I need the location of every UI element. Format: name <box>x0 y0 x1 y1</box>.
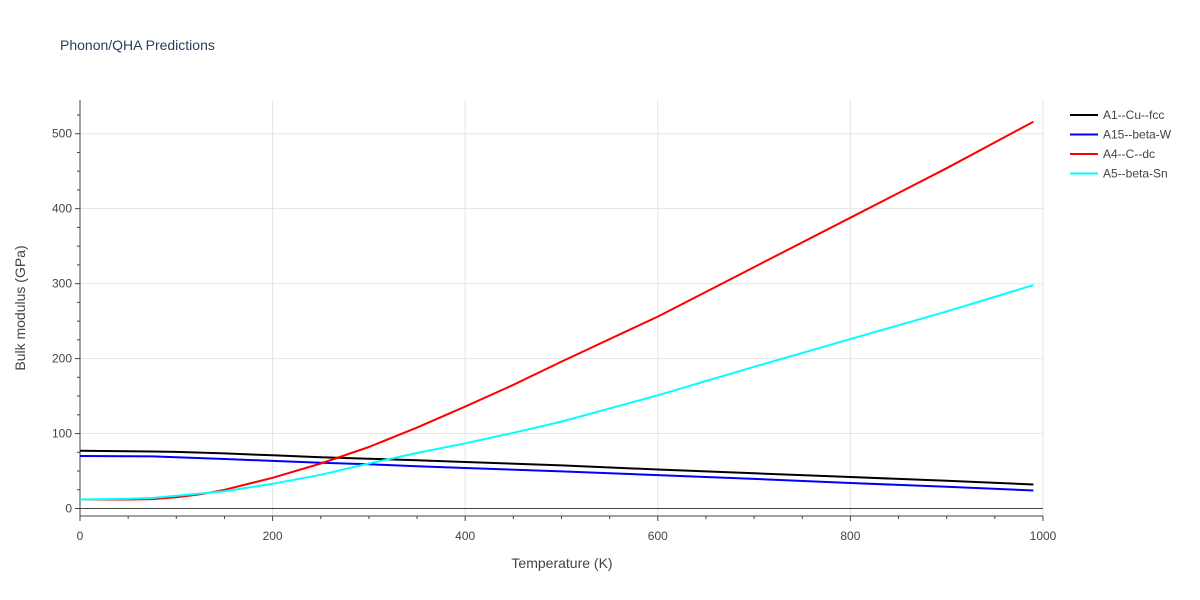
series-layer <box>79 120 1034 501</box>
y-tick-label: 500 <box>52 127 72 141</box>
y-tick-label: 0 <box>65 502 72 516</box>
y-tick-label: 200 <box>52 352 72 366</box>
x-axis-title: Temperature (K) <box>511 555 612 571</box>
legend-label: A5--beta-Sn <box>1103 167 1168 181</box>
legend-label: A15--beta-W <box>1103 128 1172 142</box>
legend[interactable]: A1--Cu--fcc A15--beta-W A4--C--dc A5--beta-… <box>1070 108 1172 181</box>
series-line-3 <box>79 284 1034 501</box>
chart-title: Phonon/QHA Predictions <box>60 37 215 53</box>
legend-item[interactable]: A5--beta-Sn <box>1070 167 1168 181</box>
y-tick-label: 100 <box>52 427 72 441</box>
legend-item[interactable]: A4--C--dc <box>1070 147 1155 161</box>
series-line-0 <box>79 449 1034 486</box>
legend-item[interactable]: A1--Cu--fcc <box>1070 108 1164 122</box>
x-tick-label: 0 <box>77 529 84 543</box>
legend-item[interactable]: A15--beta-W <box>1070 128 1172 142</box>
gridlines <box>80 100 1044 516</box>
y-axis-title: Bulk modulus (GPa) <box>12 245 28 370</box>
x-tick-label: 800 <box>840 529 860 543</box>
legend-label: A1--Cu--fcc <box>1103 108 1164 122</box>
x-tick-label: 1000 <box>1030 529 1057 543</box>
x-tick-label: 200 <box>263 529 283 543</box>
y-tick-label: 300 <box>52 277 72 291</box>
legend-label: A4--C--dc <box>1103 147 1155 161</box>
series-line-2 <box>80 120 1034 501</box>
series-line-1 <box>79 455 1034 492</box>
y-tick-label: 400 <box>52 202 72 216</box>
axes <box>75 100 1044 521</box>
x-tick-label: 600 <box>648 529 668 543</box>
tick-labels: 0 200 400 600 800 1000 0 100 200 300 400 500 <box>52 127 1057 543</box>
x-tick-label: 400 <box>455 529 475 543</box>
